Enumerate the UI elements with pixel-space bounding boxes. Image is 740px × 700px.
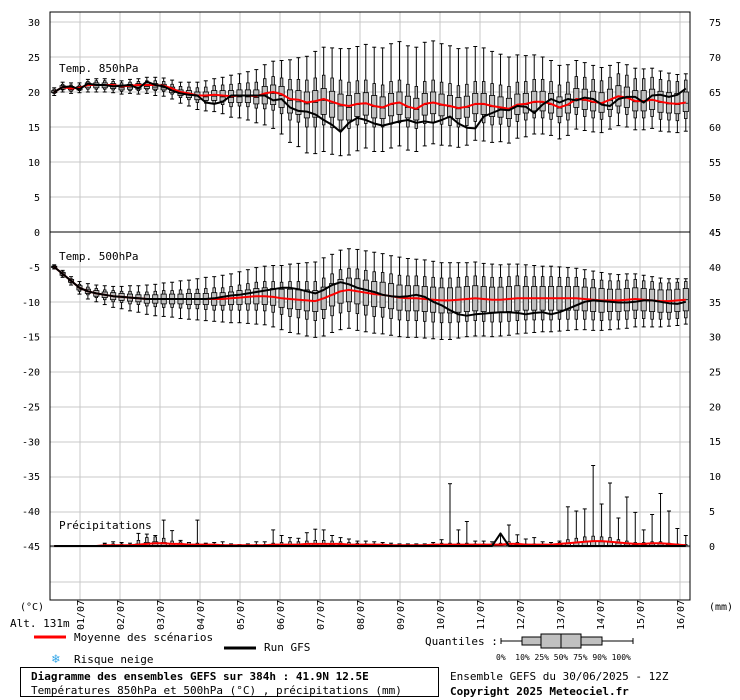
right-tick-label: 60: [709, 123, 721, 134]
legend-gfs-label: Run GFS: [264, 641, 310, 654]
right-tick-label: 15: [709, 437, 721, 448]
right-tick-label: 20: [709, 402, 721, 413]
run-info: Ensemble GEFS du 30/06/2025 - 12Z: [450, 670, 669, 683]
box-q25-q75: [682, 91, 689, 113]
panel-label-500: Temp. 500hPa: [59, 250, 138, 263]
x-tick-label: 10/07: [436, 600, 447, 630]
x-tick-label: 01/07: [76, 600, 87, 630]
right-tick-label: 45: [709, 228, 721, 239]
y-tick-label-500: -15: [22, 333, 40, 344]
right-tick-label: 50: [709, 193, 721, 204]
box-q25-q75: [312, 90, 319, 118]
snowflake-icon: ❄: [51, 652, 60, 667]
y-tick-label-850: 10: [28, 158, 40, 169]
right-tick-label: 35: [709, 298, 721, 309]
x-tick-label: 08/07: [356, 600, 367, 630]
legend-quantiles-label: Quantiles :: [425, 635, 498, 648]
box-q25-q75: [278, 86, 285, 108]
left-unit-label: (°C): [20, 602, 44, 613]
x-tick-label: 06/07: [276, 600, 287, 630]
y-tick-label-500: -10: [22, 298, 40, 309]
right-tick-label: 10: [709, 472, 721, 483]
x-tick-label: 07/07: [316, 600, 327, 630]
right-tick-label: 40: [709, 263, 721, 274]
legend-snow-label: Risque neige: [74, 653, 153, 666]
box-q25-q75: [270, 84, 277, 106]
copyright: Copyright 2025 Meteociel.fr: [450, 685, 629, 698]
right-tick-label: 65: [709, 88, 721, 99]
axis-layer: 01/07 02/07 03/07 04/07 05/07 06/07 07/07 08/07…: [22, 11, 721, 630]
x-tick-label: 15/07: [636, 600, 647, 630]
y-tick-label-500: -40: [22, 507, 40, 518]
x-tick-label: 05/07: [236, 600, 247, 630]
footer-title-box: Diagramme des ensembles GEFS sur 384h : …: [20, 667, 439, 697]
y-tick-label-500: -45: [22, 542, 40, 553]
data-layer: [51, 40, 689, 547]
x-tick-label: 16/07: [676, 600, 687, 630]
y-tick-label-850: 0: [34, 228, 40, 239]
x-tick-label: 12/07: [516, 600, 527, 630]
box-q25-q75: [573, 88, 580, 108]
mean-line: [54, 540, 686, 547]
right-tick-label: 25: [709, 368, 721, 379]
x-tick-label: 14/07: [596, 600, 607, 630]
legend-quantile-ticks: 0% 10% 25% 50% 75% 90% 100%: [496, 653, 631, 662]
gfs-run-line: [53, 80, 687, 133]
y-tick-label-500: -20: [22, 368, 40, 379]
x-tick-label: 04/07: [196, 600, 207, 630]
right-tick-label: 70: [709, 53, 721, 64]
y-tick-label-850: 20: [28, 88, 40, 99]
x-tick-label: 13/07: [556, 600, 567, 630]
y-tick-label-850: 30: [28, 18, 40, 29]
gfs-run-line: [53, 266, 687, 317]
right-tick-label: 30: [709, 333, 721, 344]
box-q25-q75: [286, 89, 294, 114]
panel-label-precip: Précipitations: [59, 519, 152, 532]
x-tick-label: 09/07: [396, 600, 407, 630]
plot-frame: [49, 11, 691, 601]
box-q25-q75: [295, 90, 302, 115]
right-unit-label: (mm): [709, 602, 733, 613]
right-tick-label: 45: [709, 228, 721, 239]
right-tick-label: 55: [709, 158, 721, 169]
x-tick-label: 03/07: [156, 600, 167, 630]
altitude-label: Alt. 131m: [10, 617, 70, 630]
chart-title: Diagramme des ensembles GEFS sur 384h : …: [31, 670, 369, 683]
quantile-boxplot-icon: [500, 633, 634, 649]
legend: Moyenne des scénarios Run GFS ❄ Risque n…: [34, 631, 634, 667]
legend-mean-label: Moyenne des scénarios: [74, 631, 213, 644]
right-tick-label: 0: [709, 542, 715, 553]
box-q25-q75: [337, 93, 344, 121]
panel-label-850: Temp. 850hPa: [59, 62, 138, 75]
box-q25-q75: [329, 90, 336, 118]
right-tick-label: 5: [709, 507, 715, 518]
box-q25-q75: [303, 91, 310, 119]
y-tick-label-850: 25: [28, 53, 40, 64]
y-tick-label-500: -25: [22, 402, 40, 413]
x-tick-label: 02/07: [116, 600, 127, 630]
y-tick-label-500: -35: [22, 472, 40, 483]
box-q25-q75: [320, 88, 327, 115]
chart-subtitle: Températures 850hPa et 500hPa (°C) , pré…: [31, 684, 402, 697]
grid-layer: [50, 12, 690, 600]
y-tick-label-850: 15: [28, 123, 40, 134]
y-tick-label-500: -5: [28, 263, 40, 274]
y-tick-label-500: -30: [22, 437, 40, 448]
right-tick-label: 75: [709, 18, 721, 29]
x-tick-label: 11/07: [476, 600, 487, 630]
y-tick-label-850: 5: [34, 193, 40, 204]
